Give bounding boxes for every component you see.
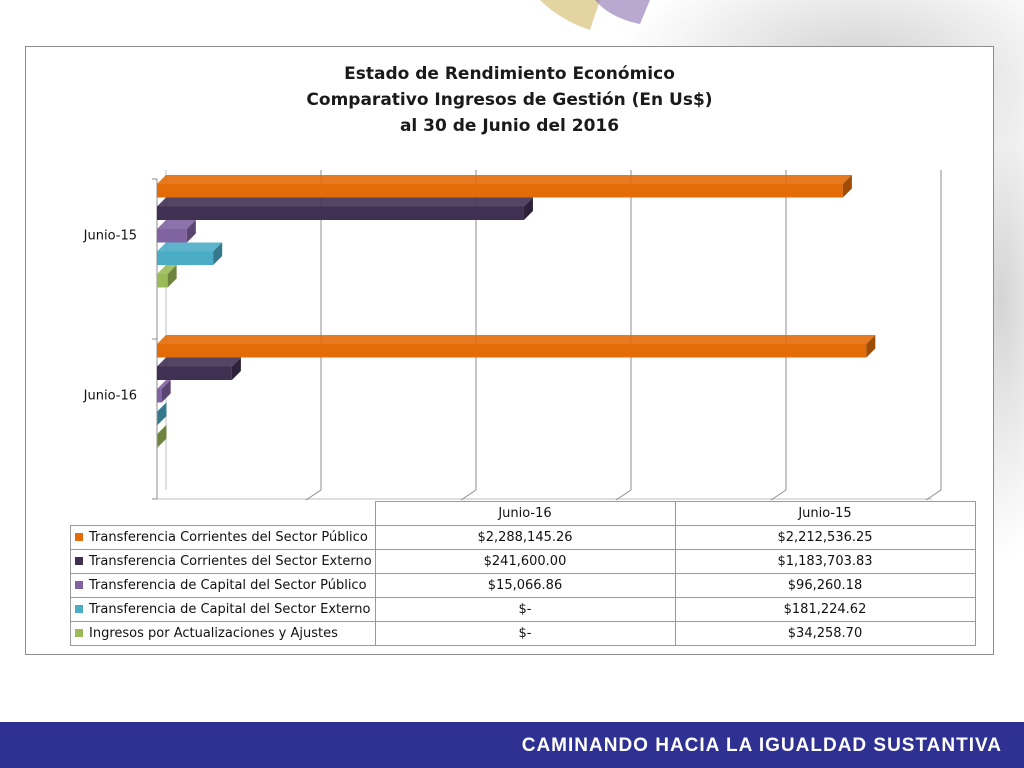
bar-end-face bbox=[186, 220, 196, 243]
bar-top-face bbox=[157, 402, 167, 412]
bar bbox=[157, 251, 214, 265]
legend-series-name: Transferencia de Capital del Sector Exte… bbox=[89, 602, 371, 617]
chart-gridline-floor bbox=[770, 489, 787, 501]
legend-swatch bbox=[75, 628, 83, 637]
data-table-header-cell: Junio-16 bbox=[374, 501, 676, 526]
bar-top-face bbox=[157, 425, 167, 434]
legend-series-name: Transferencia de Capital del Sector Públ… bbox=[89, 578, 367, 593]
chart-gridline-floor bbox=[925, 489, 942, 501]
chart-gridline-floor bbox=[460, 489, 477, 501]
chart-gridline-floor bbox=[615, 489, 632, 501]
data-table-cell: $- bbox=[374, 597, 676, 622]
legend-swatch bbox=[75, 604, 83, 613]
chart-title-line-2: Comparativo Ingresos de Gestión (En Us$) bbox=[306, 90, 713, 110]
chart-title: Estado de Rendimiento Económico Comparat… bbox=[26, 61, 993, 139]
bar bbox=[157, 274, 168, 288]
data-table-row: Ingresos por Actualizaciones y Ajustes $-… bbox=[70, 621, 976, 646]
chart-title-line-3: al 30 de Junio del 2016 bbox=[399, 116, 620, 136]
data-table-header-row: Junio-16 Junio-15 bbox=[71, 501, 976, 526]
bar bbox=[157, 206, 524, 220]
data-table-row: Transferencia de Capital del Sector Exte… bbox=[70, 597, 976, 622]
bar bbox=[157, 389, 162, 403]
legend-series-name: Ingresos por Actualizaciones y Ajustes bbox=[89, 626, 338, 641]
data-table-row: Transferencia Corrientes del Sector Exte… bbox=[70, 549, 976, 574]
data-table-row: Transferencia Corrientes del Sector Públ… bbox=[70, 525, 976, 550]
legend-swatch bbox=[75, 580, 83, 589]
legend-swatch bbox=[75, 556, 83, 565]
legend-series-label: Transferencia Corrientes del Sector Exte… bbox=[70, 549, 376, 574]
chart-title-line-1: Estado de Rendimiento Económico bbox=[344, 64, 675, 84]
bar bbox=[157, 366, 232, 380]
bar bbox=[157, 184, 843, 198]
bar-end-face bbox=[161, 380, 171, 403]
legend-series-name: Transferencia Corrientes del Sector Exte… bbox=[89, 554, 372, 569]
data-table-cell: $34,258.70 bbox=[674, 621, 976, 646]
bar-end-face bbox=[157, 425, 167, 448]
bar-end-face bbox=[213, 242, 223, 265]
bar-top-face bbox=[157, 197, 533, 207]
bar-top-face bbox=[157, 265, 177, 274]
legend-swatch bbox=[75, 532, 83, 541]
bar-end-face bbox=[167, 265, 177, 288]
chart-category-label: Junio-16 bbox=[83, 388, 137, 403]
footer-bar: CAMINANDO HACIA LA IGUALDAD SUSTANTIVA bbox=[0, 722, 1024, 768]
footer-slogan: CAMINANDO HACIA LA IGUALDAD SUSTANTIVA bbox=[521, 735, 1002, 756]
bar-end-face bbox=[866, 335, 876, 358]
data-table-corner bbox=[71, 502, 376, 526]
bar bbox=[157, 344, 867, 358]
legend-series-label: Transferencia de Capital del Sector Públ… bbox=[70, 573, 376, 598]
legend-series-label: Transferencia Corrientes del Sector Públ… bbox=[70, 525, 376, 550]
bar-end-face bbox=[523, 197, 533, 220]
data-table-cell: $15,066.86 bbox=[374, 573, 676, 598]
legend-series-name: Transferencia Corrientes del Sector Públ… bbox=[89, 530, 368, 545]
bar-end-face bbox=[842, 175, 852, 198]
data-table-cell: $- bbox=[374, 621, 676, 646]
chart-category-label: Junio-15 bbox=[83, 228, 137, 243]
data-table-cell: $2,212,536.25 bbox=[674, 525, 976, 550]
bar-top-face bbox=[157, 380, 171, 389]
bar-top-face bbox=[157, 357, 241, 367]
bar bbox=[157, 229, 187, 243]
chart-plot: Junio-15 Junio-16 bbox=[83, 170, 942, 501]
bar-top-face bbox=[157, 335, 876, 344]
legend-series-label: Ingresos por Actualizaciones y Ajustes bbox=[70, 621, 376, 646]
data-table-cell: $181,224.62 bbox=[674, 597, 976, 622]
bar-end-face bbox=[157, 402, 167, 425]
chart-gridline-floor bbox=[305, 489, 322, 501]
data-table: Junio-16 Junio-15 Transferencia Corrient… bbox=[70, 501, 976, 646]
data-table-header-cell: Junio-15 bbox=[674, 501, 976, 526]
data-table-cell: $2,288,145.26 bbox=[374, 525, 676, 550]
chart-frame: Estado de Rendimiento Económico Comparat… bbox=[25, 46, 994, 655]
data-table-cell: $96,260.18 bbox=[674, 573, 976, 598]
bar-top-face bbox=[157, 175, 852, 184]
legend-series-label: Transferencia de Capital del Sector Exte… bbox=[70, 597, 376, 622]
data-table-cell: $1,183,703.83 bbox=[674, 549, 976, 574]
data-table-cell: $241,600.00 bbox=[374, 549, 676, 574]
data-table-row: Transferencia de Capital del Sector Públ… bbox=[70, 573, 976, 598]
bar-top-face bbox=[157, 242, 223, 252]
bar-end-face bbox=[231, 357, 241, 380]
bar-top-face bbox=[157, 220, 196, 229]
